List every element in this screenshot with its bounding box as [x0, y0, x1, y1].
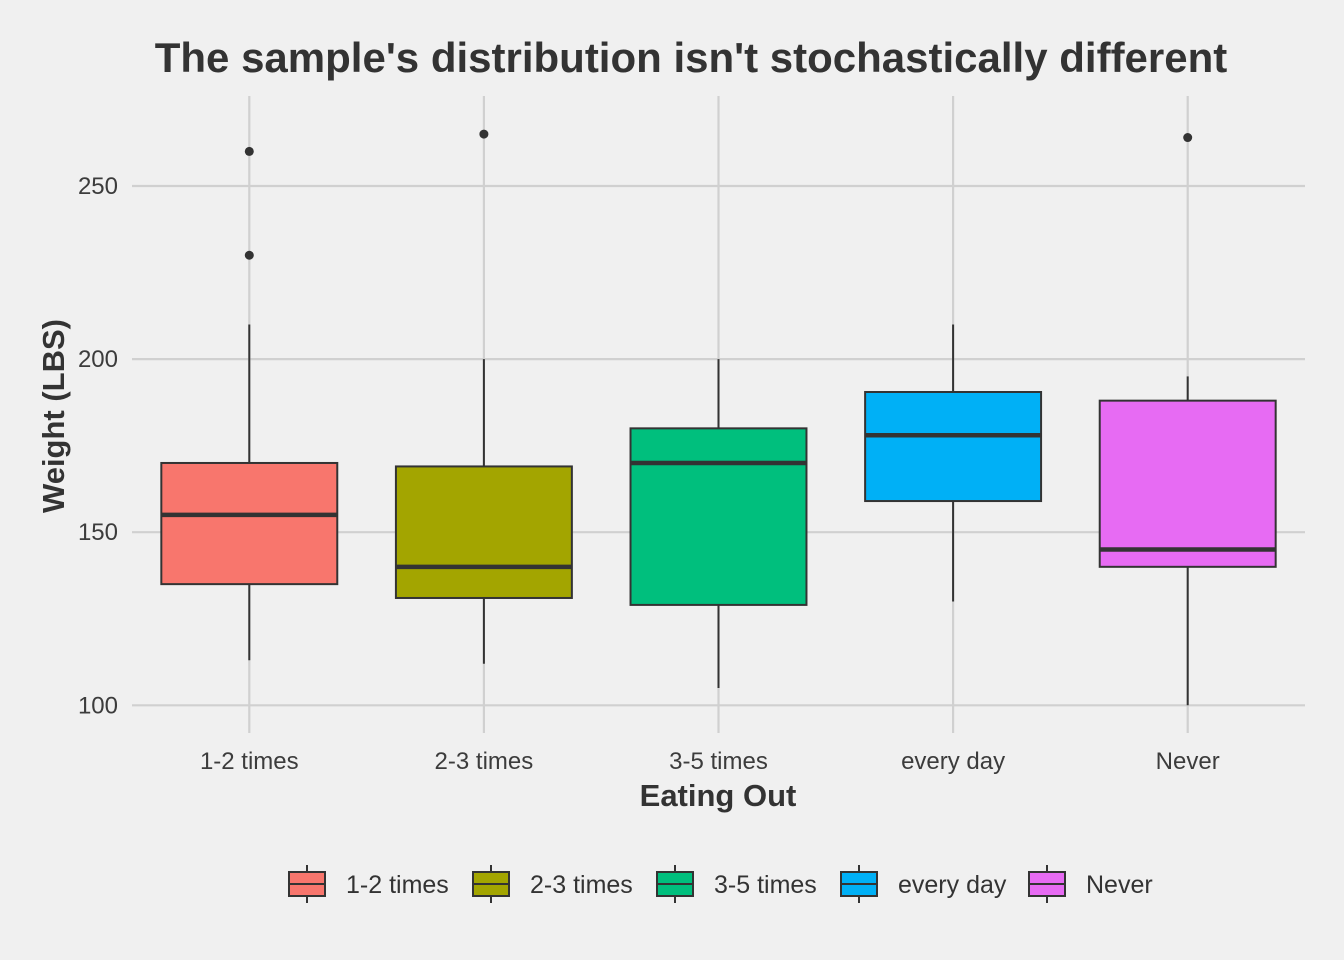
- outlier-point: [244, 250, 254, 260]
- legend-item: 3-5 times: [656, 865, 817, 903]
- legend: 1-2 times 2-3 times 3-5 times every day Neve…: [288, 865, 1153, 903]
- box-group: [864, 324, 1043, 602]
- box-group: [629, 359, 808, 688]
- x-tick-label: 1-2 times: [200, 748, 299, 775]
- legend-item: 2-3 times: [472, 865, 633, 903]
- y-tick-label: 200: [78, 346, 118, 373]
- legend-label: 2-3 times: [530, 871, 633, 899]
- x-tick-label: 2-3 times: [435, 748, 534, 775]
- y-tick-label: 100: [78, 692, 118, 719]
- box-group: [394, 129, 573, 664]
- legend-label: Never: [1086, 871, 1153, 899]
- box-iqr: [394, 465, 573, 599]
- box-iqr: [864, 390, 1043, 503]
- y-tick-label: 250: [78, 173, 118, 200]
- x-axis-ticks: 1-2 times 2-3 times 3-5 times every day Neve…: [200, 748, 1220, 775]
- box-group: [1098, 133, 1277, 706]
- legend-item: every day: [840, 865, 1007, 903]
- legend-item: Never: [1028, 865, 1153, 903]
- y-tick-label: 150: [78, 519, 118, 546]
- x-axis-title: Eating Out: [640, 778, 797, 813]
- x-tick-label: Never: [1156, 748, 1220, 775]
- box-group: [160, 146, 339, 661]
- outlier-point: [479, 129, 489, 139]
- chart-title: The sample's distribution isn't stochast…: [155, 34, 1228, 81]
- outlier-point: [1183, 133, 1193, 143]
- box-iqr: [160, 461, 339, 586]
- y-axis-ticks: 100 150 200 250: [78, 173, 118, 719]
- legend-label: 3-5 times: [714, 871, 817, 899]
- legend-label: 1-2 times: [346, 871, 449, 899]
- box-iqr: [1098, 399, 1277, 568]
- legend-label: every day: [898, 871, 1007, 899]
- outlier-point: [244, 146, 254, 156]
- box-iqr: [629, 427, 808, 606]
- x-tick-label: 3-5 times: [669, 748, 768, 775]
- box-series: [160, 129, 1277, 706]
- y-axis-title: Weight (LBS): [36, 319, 71, 513]
- x-tick-label: every day: [901, 748, 1005, 775]
- legend-item: 1-2 times: [288, 865, 449, 903]
